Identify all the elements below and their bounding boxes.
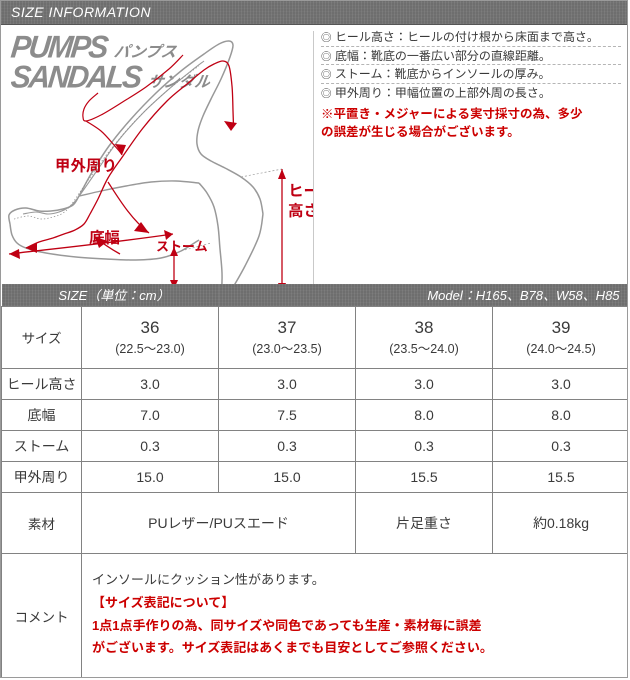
svg-text:高さ: 高さ <box>288 199 313 221</box>
svg-text:底幅: 底幅 <box>89 226 120 248</box>
svg-text:ヒール: ヒール <box>288 179 313 201</box>
svg-text:甲外周り: 甲外周り <box>55 154 117 176</box>
svg-text:ストーム: ストーム <box>156 236 208 255</box>
